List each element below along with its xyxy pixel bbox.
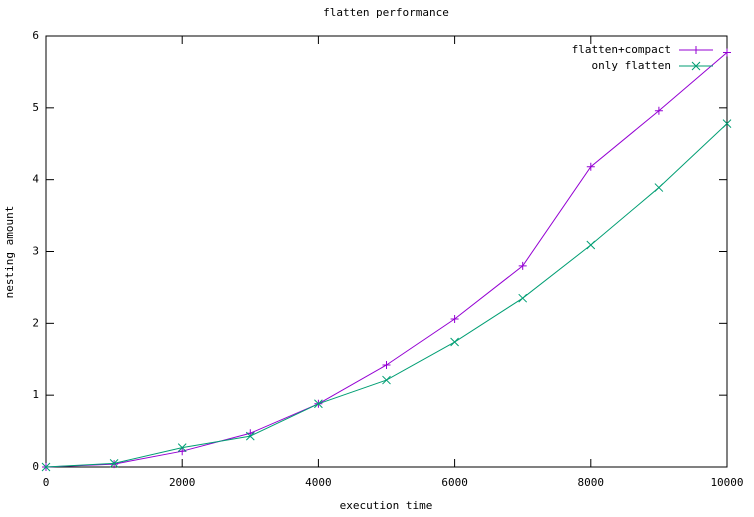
x-tick-label: 0	[43, 476, 50, 489]
marker	[450, 337, 459, 347]
marker	[314, 399, 323, 409]
marker	[110, 460, 119, 469]
marker	[245, 431, 255, 441]
x-tick-label: 10000	[710, 476, 743, 489]
y-tick-label: 1	[32, 388, 39, 401]
legend-label: flatten+compact	[572, 43, 671, 56]
y-tick-label: 0	[32, 460, 39, 473]
y-tick-label: 3	[32, 245, 39, 258]
series-line	[45, 123, 728, 468]
marker	[177, 443, 187, 452]
legend-label: only flatten	[592, 59, 671, 72]
y-tick-label: 6	[32, 29, 39, 42]
marker	[692, 46, 700, 54]
chart-title: flatten performance	[323, 6, 449, 19]
marker	[109, 459, 119, 468]
marker	[654, 106, 663, 115]
x-tick-label: 8000	[578, 476, 605, 489]
marker	[722, 119, 732, 128]
marker	[518, 293, 528, 303]
plot-border	[45, 35, 728, 468]
marker	[178, 447, 187, 456]
series-line	[45, 52, 728, 468]
marker	[691, 61, 701, 71]
x-axis-label: execution time	[340, 499, 433, 512]
marker	[518, 261, 527, 270]
marker	[450, 315, 459, 324]
marker	[382, 360, 391, 369]
x-tick-label: 4000	[305, 476, 332, 489]
marker	[41, 462, 51, 472]
marker	[586, 162, 595, 171]
x-tick-label: 2000	[169, 476, 196, 489]
x-tick-label: 6000	[441, 476, 468, 489]
marker	[654, 183, 664, 192]
marker	[382, 375, 391, 385]
marker	[586, 240, 596, 250]
y-axis-label: nesting amount	[3, 206, 16, 299]
y-tick-label: 2	[32, 316, 39, 329]
y-tick-label: 4	[32, 173, 39, 186]
marker	[723, 48, 731, 57]
y-tick-label: 5	[32, 101, 39, 114]
